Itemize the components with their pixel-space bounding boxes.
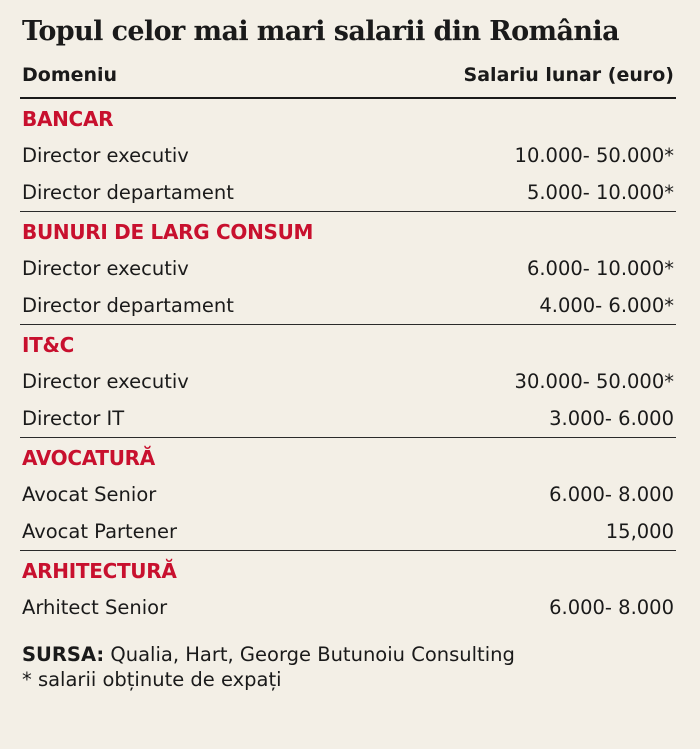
row-label: Director departament [22, 294, 234, 317]
section-arhitectura: ARHITECTURĂ Arhitect Senior 6.000- 8.000 [20, 551, 676, 626]
source-text: Qualia, Hart, George Butunoiu Consulting [104, 643, 515, 666]
row-value: 6.000- 8.000 [549, 483, 674, 506]
table-row: Director executiv 10.000- 50.000* [20, 137, 676, 174]
row-label: Avocat Senior [22, 483, 157, 506]
row-label: Arhitect Senior [22, 596, 168, 619]
table-row: Director departament 5.000- 10.000* [20, 174, 676, 211]
section-bunuri-de-larg-consum: BUNURI DE LARG CONSUM Director executiv … [20, 212, 676, 325]
row-value: 5.000- 10.000* [526, 181, 674, 204]
footnote: * salarii obținute de expați [22, 668, 282, 691]
table-row: Arhitect Senior 6.000- 8.000 [20, 589, 676, 626]
section-avocatura: AVOCATURĂ Avocat Senior 6.000- 8.000 Avo… [20, 438, 676, 551]
source-line: SURSA: Qualia, Hart, George Butunoiu Con… [22, 642, 674, 667]
table-header: Domeniu Salariu lunar (euro) [20, 53, 676, 99]
row-value: 6.000- 10.000* [526, 257, 674, 280]
table-row: Director departament 4.000- 6.000* [20, 287, 676, 324]
page-title: Topul celor mai mari salarii din România [22, 16, 620, 47]
section-title: BUNURI DE LARG CONSUM [22, 220, 314, 244]
row-value: 4.000- 6.000* [539, 294, 674, 317]
source-label: SURSA: [22, 643, 105, 666]
row-value: 10.000- 50.000* [514, 144, 674, 167]
row-value: 3.000- 6.000 [549, 407, 674, 430]
row-label: Director executiv [22, 370, 189, 393]
section-itc: IT&C Director executiv 30.000- 50.000* D… [20, 325, 676, 438]
section-title: BANCAR [22, 107, 114, 131]
header-salary: Salariu lunar (euro) [463, 64, 674, 86]
table-row: Director executiv 6.000- 10.000* [20, 250, 676, 287]
row-value: 30.000- 50.000* [514, 370, 674, 393]
row-label: Director IT [22, 407, 125, 430]
row-label: Director departament [22, 181, 234, 204]
row-value: 15,000 [605, 520, 674, 543]
section-title: AVOCATURĂ [22, 446, 155, 470]
table-row: Avocat Senior 6.000- 8.000 [20, 476, 676, 513]
section-bancar: BANCAR Director executiv 10.000- 50.000*… [20, 99, 676, 212]
header-domain: Domeniu [22, 64, 118, 86]
footer: SURSA: Qualia, Hart, George Butunoiu Con… [20, 642, 676, 692]
section-title: IT&C [22, 333, 75, 357]
table-row: Avocat Partener 15,000 [20, 513, 676, 550]
table-row: Director IT 3.000- 6.000 [20, 400, 676, 437]
row-label: Director executiv [22, 257, 189, 280]
row-label: Avocat Partener [22, 520, 178, 543]
table-row: Director executiv 30.000- 50.000* [20, 363, 676, 400]
row-value: 6.000- 8.000 [549, 596, 674, 619]
section-title: ARHITECTURĂ [22, 559, 177, 583]
row-label: Director executiv [22, 144, 189, 167]
